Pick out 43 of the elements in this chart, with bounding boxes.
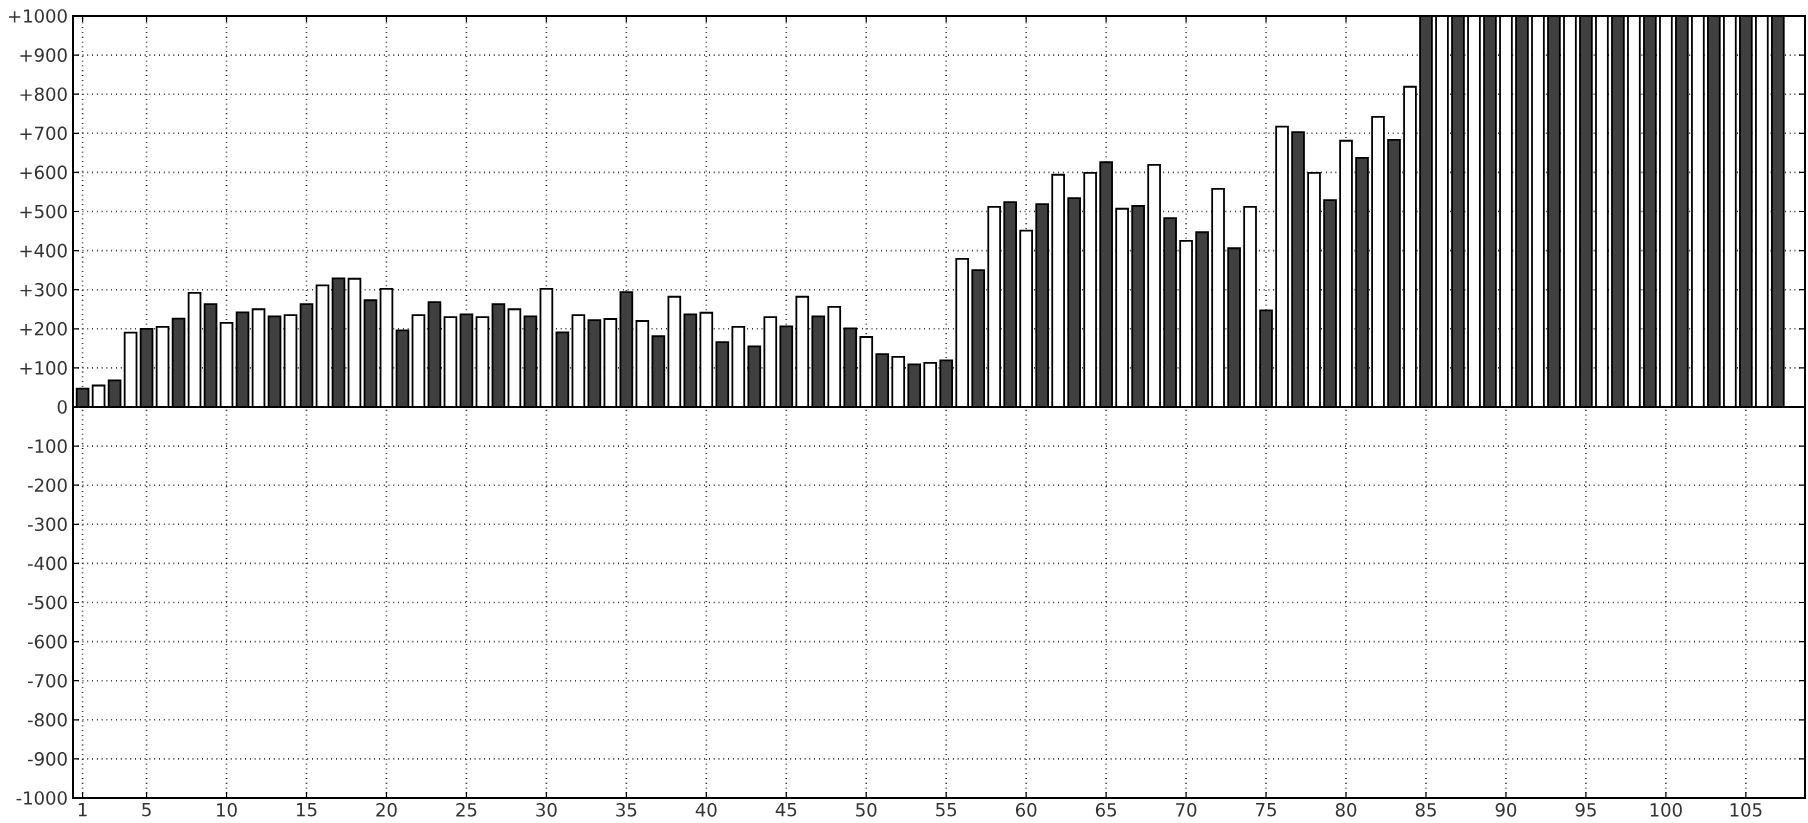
x-tick-label: 35 — [616, 802, 637, 817]
x-tick-label: 60 — [1015, 802, 1037, 817]
x-tick-label: 50 — [856, 802, 877, 817]
x-tick-label: 5 — [142, 802, 151, 817]
x-tick-label: 25 — [456, 802, 477, 817]
x-tick-label: 70 — [1176, 802, 1197, 817]
x-tick-label: 65 — [1095, 802, 1116, 817]
y-tick-label: +200 — [20, 321, 67, 336]
y-tick-label: +700 — [20, 126, 67, 140]
y-tick-label: -900 — [27, 751, 67, 766]
x-tick-label: 75 — [1256, 802, 1276, 817]
x-tick-label: 10 — [217, 802, 237, 817]
y-tick-label: -600 — [27, 634, 67, 649]
y-tick-label: +300 — [20, 282, 67, 297]
y-tick-label: +600 — [20, 165, 67, 180]
y-tick-label: -100 — [27, 439, 67, 453]
y-tick-label: -300 — [27, 517, 67, 531]
x-tick-label: 90 — [1495, 802, 1517, 817]
x-tick-label: 95 — [1575, 802, 1596, 817]
x-tick-label: 45 — [775, 802, 797, 817]
x-tick-label: 40 — [695, 802, 717, 817]
x-tick-label: 30 — [536, 802, 557, 817]
y-tick-label: +1000 — [8, 9, 67, 23]
x-tick-label: 100 — [1650, 802, 1682, 817]
x-tick-label: 85 — [1415, 802, 1436, 817]
y-tick-label: -500 — [27, 595, 67, 610]
x-tick-label: 1 — [78, 802, 87, 817]
y-tick-label: 0 — [57, 400, 67, 414]
y-tick-label: +900 — [20, 48, 67, 62]
y-tick-label: +500 — [20, 204, 67, 219]
y-tick-label: +100 — [20, 360, 67, 375]
x-tick-label: 20 — [376, 802, 397, 817]
y-tick-label: -700 — [27, 673, 67, 688]
y-tick-label: -1000 — [16, 791, 67, 805]
x-tick-label: 55 — [936, 802, 957, 817]
x-tick-label: 15 — [297, 802, 317, 817]
x-tick-label: 80 — [1335, 802, 1357, 817]
y-tick-label: -400 — [27, 556, 67, 571]
y-tick-label: +800 — [20, 87, 67, 101]
x-tick-label: 105 — [1730, 802, 1762, 817]
y-tick-label: +400 — [20, 243, 67, 258]
y-tick-label: -200 — [27, 478, 67, 492]
y-tick-label: -800 — [27, 712, 67, 727]
